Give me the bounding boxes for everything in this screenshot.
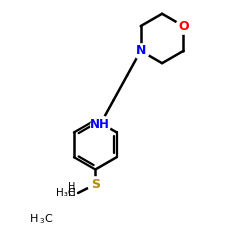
Text: 3: 3: [39, 218, 44, 224]
Text: O: O: [178, 20, 189, 32]
Text: H₃C: H₃C: [56, 188, 76, 198]
Text: H: H: [30, 214, 38, 224]
Text: S: S: [91, 178, 100, 191]
Text: NH: NH: [90, 118, 110, 132]
Text: H: H: [68, 188, 76, 198]
Text: H: H: [68, 182, 75, 192]
Text: N: N: [136, 44, 146, 57]
Text: C: C: [45, 214, 52, 224]
